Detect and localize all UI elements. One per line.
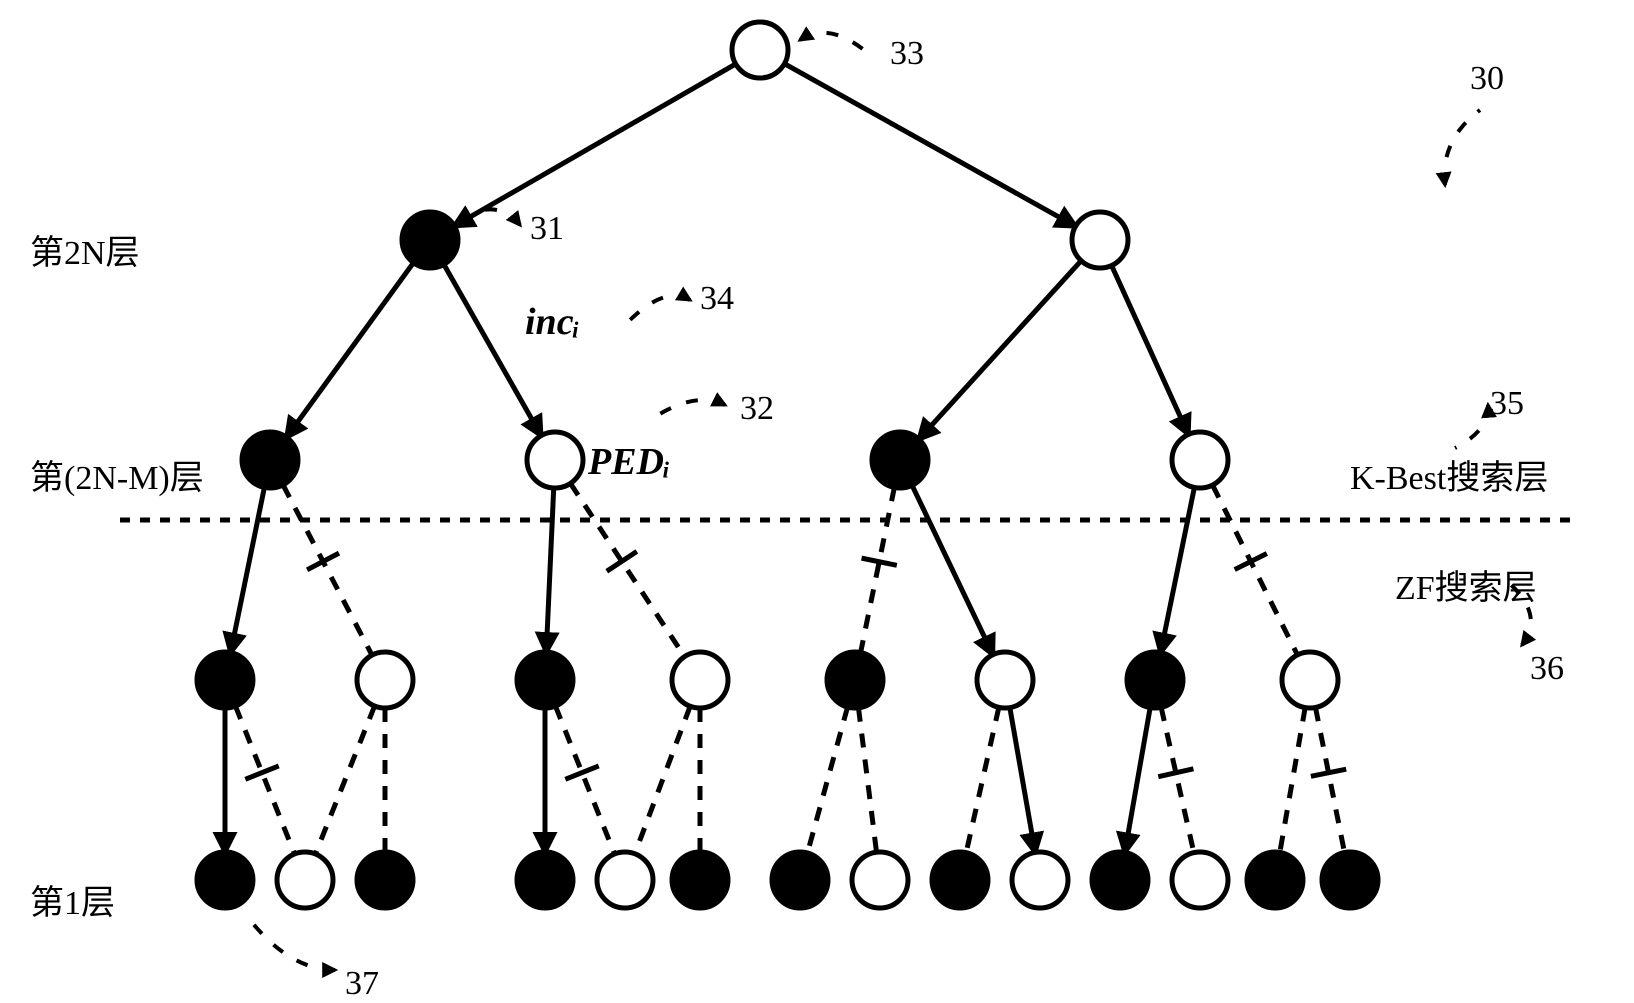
tree-node [872,432,928,488]
tree-svg [0,0,1634,1001]
tree-edge [807,707,847,853]
callout-leader [1444,110,1480,185]
tree-edge [570,483,684,656]
annotation-label: 35 [1490,385,1524,423]
edge-cut-mark [607,551,637,571]
tree-node [517,652,573,708]
tree-edge [861,487,895,652]
callout-leader [628,296,690,322]
tree-node [672,652,728,708]
annotation-label: 34 [700,280,734,318]
tree-node [852,852,908,908]
tree-node [732,22,788,78]
tree-edge [919,261,1081,440]
tree-edge [235,706,294,854]
annotation-label: incᵢ [525,300,580,344]
tree-node [1172,432,1228,488]
callout-leader [650,400,725,420]
tree-edge [231,487,265,652]
tree-edge [1315,707,1344,852]
tree-edge [286,263,413,438]
tree-node [197,652,253,708]
edge-cut-mark [245,766,278,779]
tree-node [1282,652,1338,708]
annotation-label: 30 [1470,60,1504,98]
annotation-label: K-Best搜索层 [1350,450,1548,499]
edge-cut-mark [1311,769,1346,776]
tree-edge [1125,708,1150,853]
annotation-label: 36 [1530,650,1564,688]
tree-edge [912,485,993,654]
tree-node [197,852,253,908]
tree-node [242,432,298,488]
tree-node [402,212,458,268]
tree-node [1012,852,1068,908]
tree-node [827,652,883,708]
edge-cut-mark [862,558,897,565]
tree-node [527,432,583,488]
tree-edge [315,706,374,854]
tree-edge [555,706,614,854]
tree-edge [1213,485,1298,655]
tree-edge [444,264,541,435]
layer-label: 第(2N-M)层 [30,450,204,499]
tree-node [1172,852,1228,908]
tree-node [977,652,1033,708]
tree-node [597,852,653,908]
tree-node [517,852,573,908]
tree-node [1127,652,1183,708]
annotation-label: 32 [740,390,774,428]
tree-node [277,852,333,908]
tree-edge [635,706,690,854]
annotation-label: 37 [345,965,379,1003]
tree-edge [858,708,876,852]
tree-edge [454,64,735,226]
annotation-label: PEDᵢ [588,440,670,484]
tree-node [357,852,413,908]
edge-cut-mark [307,553,339,570]
annotation-label: 33 [890,35,924,73]
layer-label: 第1层 [30,875,115,924]
edge-cut-mark [565,766,598,779]
callout-leader [800,33,870,55]
tree-edge [283,485,372,655]
tree-node [1072,212,1128,268]
tree-node [932,852,988,908]
tree-node [357,652,413,708]
tree-node [1092,852,1148,908]
callout-leader [1455,405,1488,448]
callout-leader [250,920,335,970]
tree-edge [1010,708,1035,853]
annotation-label: ZF搜索层 [1395,560,1537,609]
tree-edge [1112,265,1189,434]
tree-edge [1161,487,1195,652]
layer-label: 第2N层 [30,225,140,274]
annotation-label: 31 [530,210,564,248]
tree-node [772,852,828,908]
tree-edge [1280,708,1305,853]
edge-cut-mark [1235,553,1267,569]
tree-edge [966,707,999,852]
tree-edge [784,64,1075,227]
tree-edge [1161,707,1194,852]
tree-edge [546,488,553,652]
diagram-stage: 第2N层第(2N-M)层第1层 33 30 31 34 incᵢ 32 PEDᵢ 35 K-Bes… [0,0,1634,1001]
tree-node [672,852,728,908]
tree-node [1322,852,1378,908]
tree-node [1247,852,1303,908]
